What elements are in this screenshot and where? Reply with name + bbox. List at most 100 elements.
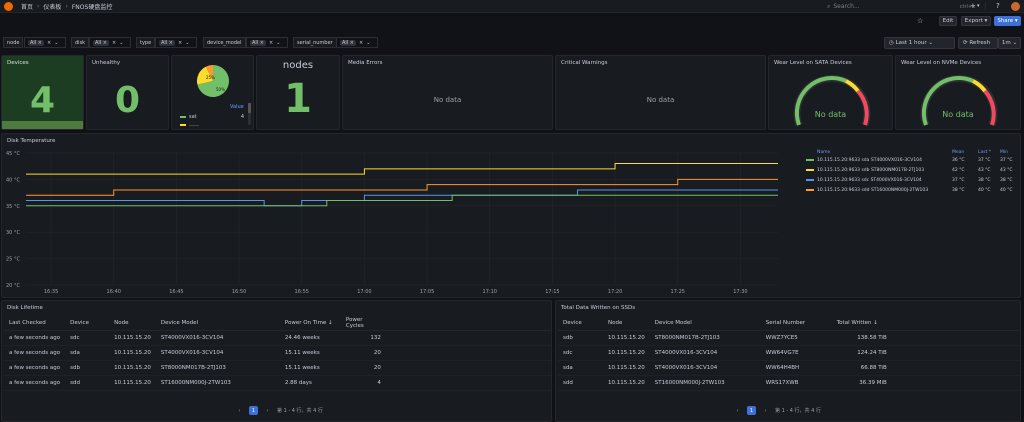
- table-cell: a few seconds ago: [4, 345, 66, 361]
- prev-page-icon[interactable]: ‹: [736, 407, 739, 414]
- table-cell: 138.58 TiB: [831, 330, 892, 346]
- refresh-interval-select[interactable]: 1m ⌄: [998, 37, 1021, 49]
- table-cell: WWZ7YCE5: [760, 330, 832, 346]
- column-header[interactable]: Node: [603, 317, 650, 331]
- share-button[interactable]: Share ▾: [994, 16, 1021, 26]
- clear-icon[interactable]: ×: [358, 39, 364, 46]
- chevron-down-icon: ▾: [982, 18, 988, 24]
- panel-title: nodes: [282, 60, 314, 71]
- filter-chip: All ×: [340, 39, 356, 46]
- table-cell-spacer: [385, 360, 551, 376]
- legend-item[interactable]: 10.115.15.20:9633 sda ST4000VX016-3CV104…: [806, 155, 1024, 165]
- series-line[interactable]: [26, 178, 778, 196]
- filter-select-disk[interactable]: All × × ⌄: [89, 37, 131, 48]
- legend-header-name[interactable]: Name: [817, 150, 831, 155]
- panel-title: Media Errors: [348, 60, 383, 66]
- series-line[interactable]: [26, 194, 778, 207]
- filter-select-node[interactable]: All × × ⌄: [24, 37, 66, 48]
- star-icon[interactable]: ☆: [917, 17, 924, 25]
- table-cell: 10.115.15.20: [109, 375, 156, 391]
- temperature-legend: Name Mean Last * Min 10.115.15.20:9633 s…: [806, 150, 1024, 195]
- filter-select-type[interactable]: All × × ⌄: [155, 37, 197, 48]
- legend-item[interactable]: 10.115.15.20:9633 sdd ST16000NM000J-2TW1…: [806, 185, 1024, 195]
- table-row[interactable]: a few seconds ago sdd 10.115.15.20 ST16000N…: [4, 375, 551, 391]
- pie-slice-second[interactable]: [196, 66, 213, 85]
- clear-icon[interactable]: ×: [111, 39, 117, 46]
- legend-header-mean[interactable]: Mean: [952, 150, 965, 155]
- series-line[interactable]: [26, 163, 778, 175]
- table-cell: a few seconds ago: [4, 330, 66, 346]
- plus-icon[interactable]: +: [970, 2, 976, 10]
- table-cell: 2.88 days: [279, 375, 341, 391]
- time-range-picker[interactable]: ◷ Last 1 hour ⌄: [884, 37, 955, 49]
- column-header[interactable]: Device: [558, 317, 603, 331]
- table-row[interactable]: sdd 10.115.15.20 ST16000NM000J-2TW103 WRS17…: [558, 375, 1020, 391]
- pie-panel: 25% 50% Value sat 4: [171, 55, 254, 130]
- search-shortcut: ctrl+k: [959, 3, 975, 10]
- table-cell: 132: [340, 330, 386, 346]
- column-header[interactable]: Power Cycles: [340, 317, 386, 331]
- series-line[interactable]: [26, 189, 778, 207]
- x-tick-label: 16:35: [44, 289, 58, 295]
- x-tick-label: 17:15: [545, 289, 559, 295]
- export-button[interactable]: Export ▾: [961, 16, 991, 26]
- legend-item[interactable]: 10.115.15.20:9633 sdb ST8000NM017B-2TJ10…: [806, 165, 1024, 175]
- table-cell: ST4000VX016-3CV104: [649, 345, 761, 361]
- page-number-current[interactable]: 1: [747, 406, 756, 415]
- legend-series-name: 10.115.15.20:9633 sdd ST16000NM000J-2TW1…: [817, 187, 929, 193]
- pie-slice-sat[interactable]: [197, 65, 229, 97]
- no-data-text: No data: [942, 110, 974, 119]
- edit-button[interactable]: Edit: [939, 16, 957, 26]
- table-cell: 10.115.15.20: [109, 345, 156, 361]
- clear-icon[interactable]: ×: [177, 39, 183, 46]
- clear-icon[interactable]: ×: [46, 39, 52, 46]
- filter-select-device-model[interactable]: All × × ⌄: [246, 37, 288, 48]
- column-header[interactable]: Serial Number: [760, 317, 832, 331]
- table-row[interactable]: a few seconds ago sda 10.115.15.20 ST4000VX…: [4, 345, 551, 361]
- table-cell: sdc: [65, 330, 110, 346]
- table-row[interactable]: a few seconds ago sdc 10.115.15.20 ST4000VX…: [4, 330, 551, 346]
- refresh-button[interactable]: ⟳ Refresh: [958, 37, 998, 49]
- total-written-panel: Total Data Written on SSDs Device Node Dev…: [555, 300, 1021, 422]
- page-number-current[interactable]: 1: [249, 406, 258, 415]
- legend-header-min[interactable]: Min: [1000, 150, 1008, 155]
- filter-label-device-model: device_model: [203, 37, 246, 48]
- breadcrumb-current: FNOS硬盘监控: [71, 3, 113, 11]
- column-header[interactable]: Device: [65, 317, 110, 331]
- column-header[interactable]: Node: [109, 317, 156, 331]
- pie-slice-third[interactable]: [206, 64, 213, 81]
- prev-page-icon[interactable]: ‹: [238, 407, 241, 414]
- column-header[interactable]: Total Written ↓: [831, 317, 892, 331]
- breadcrumb-home[interactable]: 首页: [21, 3, 34, 11]
- pie-legend-value: 4: [240, 114, 244, 120]
- table-row[interactable]: sda 10.115.15.20 ST4000VX016-3CV104 WW64H4B…: [558, 360, 1020, 376]
- chevron-down-icon[interactable]: ▾: [977, 3, 980, 9]
- legend-header-last[interactable]: Last *: [978, 150, 992, 155]
- scrollbar-thumb[interactable]: [248, 103, 251, 113]
- column-header[interactable]: Power On Time ↓: [279, 317, 341, 331]
- pie-label-b: 50%: [216, 87, 225, 92]
- x-tick-label: 17:25: [671, 289, 685, 295]
- next-page-icon[interactable]: ›: [764, 407, 767, 414]
- table-row[interactable]: sdb 10.115.15.20 ST8000NM017B-2TJ103 WWZ7YC…: [558, 330, 1020, 346]
- column-header[interactable]: Device Model: [155, 317, 280, 331]
- legend-item[interactable]: 10.115.15.20:9633 sdc ST4000VX016-3CV104…: [806, 175, 1024, 185]
- column-header[interactable]: Device Model: [649, 317, 761, 331]
- breadcrumb-dashboards[interactable]: 仪表板: [43, 3, 62, 11]
- column-header[interactable]: Last Checked: [4, 317, 66, 331]
- avatar[interactable]: [1011, 2, 1020, 11]
- filter-label-type: type: [136, 37, 156, 48]
- nodes-value: 1: [284, 76, 312, 122]
- scrollbar[interactable]: [248, 103, 251, 125]
- clear-icon[interactable]: ×: [268, 39, 274, 46]
- filter-select-serial-number[interactable]: All × × ⌄: [336, 37, 378, 48]
- help-icon[interactable]: ?: [996, 2, 1000, 10]
- table-row[interactable]: a few seconds ago sdb 10.115.15.20 ST8000NM…: [4, 360, 551, 376]
- next-page-icon[interactable]: ›: [266, 407, 269, 414]
- legend-label-placeholder: [189, 124, 199, 126]
- grafana-logo-icon[interactable]: [4, 1, 13, 11]
- y-tick-label: 40 °C: [6, 177, 20, 183]
- search-input[interactable]: ⌕ Search... ctrl+k: [827, 2, 975, 11]
- table-row[interactable]: sdc 10.115.15.20 ST4000VX016-3CV104 WW64VG7…: [558, 345, 1020, 361]
- table-cell: ST16000NM000J-2TW103: [649, 375, 761, 391]
